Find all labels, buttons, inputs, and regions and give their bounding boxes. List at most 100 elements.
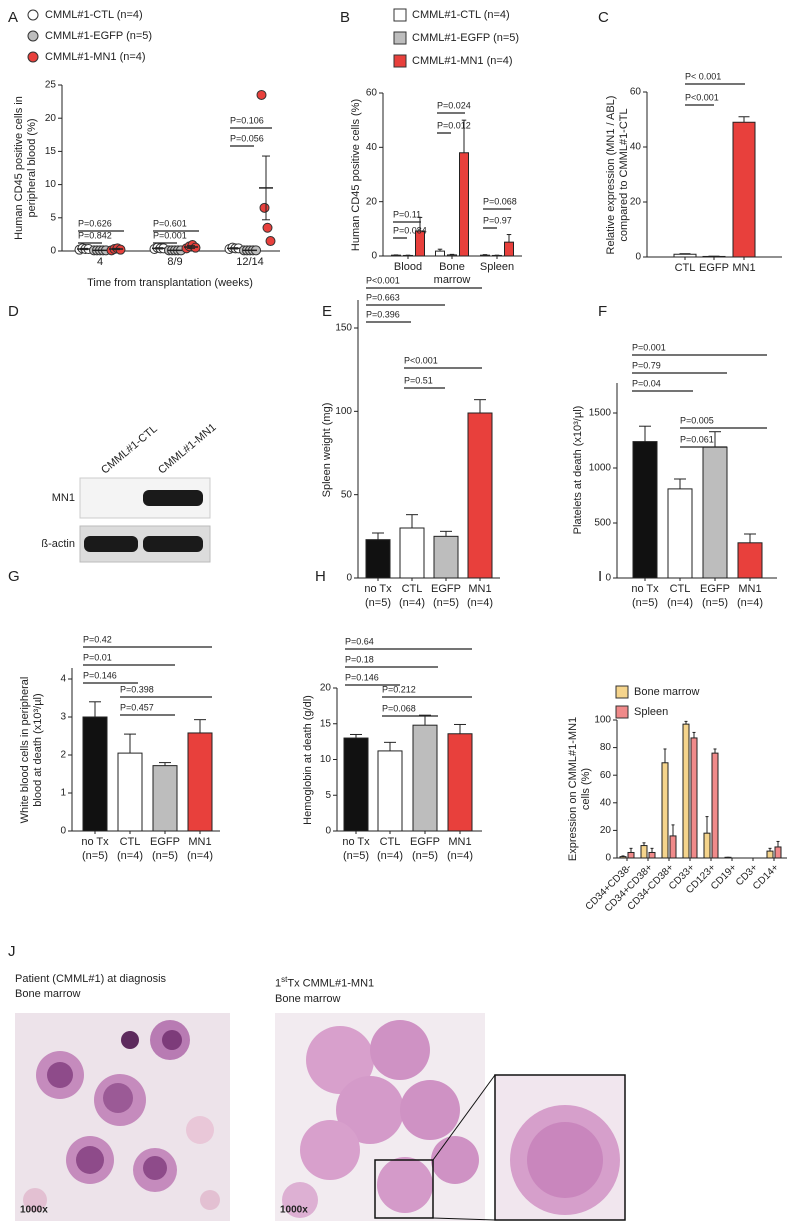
- panel-letter: B: [340, 9, 350, 26]
- legend-marker: [27, 30, 39, 42]
- p-value: P=0.146: [83, 670, 117, 680]
- y-tick-label: 60: [366, 88, 378, 99]
- y-tick-label: 50: [341, 489, 353, 500]
- y-tick-label: 15: [320, 718, 332, 729]
- y-tick-label: 10: [45, 179, 57, 190]
- bar: [447, 254, 457, 257]
- y-tick-label: 1000: [589, 463, 612, 474]
- data-point: [259, 202, 270, 213]
- y-tick-label: 20: [366, 196, 378, 207]
- y-tick-label: 60: [600, 770, 612, 781]
- p-value: P< 0.001: [685, 71, 721, 81]
- panel-letter: H: [315, 568, 326, 585]
- y-tick-label: 0: [325, 826, 331, 837]
- title: Tx CMML#1-MN1: [287, 977, 375, 990]
- legend-label: Bone marrow: [634, 686, 699, 698]
- legend-marker: [393, 8, 407, 22]
- y-tick-label: 500: [594, 518, 611, 529]
- p-value: P=0.18: [345, 654, 374, 664]
- bar: [399, 527, 425, 579]
- bar: [117, 752, 143, 832]
- y-tick-label: 10: [320, 754, 332, 765]
- subtitle: Bone marrow: [15, 988, 81, 1000]
- bar: [682, 723, 690, 859]
- legend-label: CMML#1-EGFP (n=5): [412, 32, 519, 44]
- legend-marker: [393, 31, 407, 45]
- y-tick-label: 80: [600, 742, 612, 753]
- bar: [732, 121, 756, 258]
- bar: [435, 250, 445, 257]
- y-tick-label: 0: [50, 246, 56, 257]
- legend-marker: [27, 9, 39, 21]
- p-value: P=0.106: [230, 115, 264, 125]
- row-label: MN1: [52, 492, 75, 504]
- y-tick-label: 5: [325, 790, 331, 801]
- title: 1: [275, 977, 282, 990]
- bar: [669, 835, 677, 859]
- p-value: P=0.626: [78, 218, 112, 228]
- panel-letter: D: [8, 303, 19, 320]
- legend-label: CMML#1-EGFP (n=5): [45, 30, 152, 42]
- p-value: P=0.024: [437, 100, 471, 110]
- legend-marker: [615, 705, 629, 719]
- bar: [774, 846, 782, 859]
- legend-marker: [27, 51, 39, 63]
- y-tick-label: 20: [630, 197, 642, 208]
- lane-label: CMML#1-MN1: [156, 421, 218, 476]
- bar: [152, 765, 178, 832]
- y-tick-label: 40: [600, 797, 612, 808]
- p-value: P=0.64: [345, 636, 374, 646]
- y-tick-label: 40: [630, 142, 642, 153]
- data-point: [265, 236, 276, 247]
- legend-marker: [393, 54, 407, 68]
- blot-band: [143, 536, 203, 552]
- bar: [737, 542, 763, 579]
- row-label: ß-actin: [41, 538, 75, 550]
- p-value: P=0.084: [393, 225, 427, 235]
- legend-label: CMML#1-MN1 (n=4): [412, 55, 513, 67]
- y-tick-label: 60: [630, 87, 642, 98]
- bar: [619, 856, 627, 859]
- y-tick-label: 4: [60, 674, 66, 685]
- zoom-line: [432, 1074, 496, 1161]
- p-value: P=0.601: [153, 218, 187, 228]
- bar: [343, 737, 369, 832]
- bar: [632, 441, 658, 579]
- p-value: P=0.842: [78, 230, 112, 240]
- panel-letter: J: [8, 943, 16, 960]
- blot-band: [84, 536, 138, 552]
- y-tick-label: 0: [371, 251, 377, 262]
- p-value: P=0.01: [83, 652, 112, 662]
- y-tick-label: 100: [335, 406, 352, 417]
- p-value: P=0.061: [680, 434, 714, 444]
- panel-letter: E: [322, 303, 332, 320]
- cell: [527, 1122, 603, 1198]
- p-value: P<0.001: [685, 92, 719, 102]
- panel-letter: F: [598, 303, 607, 320]
- bar: [640, 845, 648, 859]
- subtitle: Bone marrow: [275, 992, 341, 1005]
- panel-letter: G: [8, 568, 20, 585]
- bar: [433, 535, 459, 579]
- bar: [690, 737, 698, 859]
- bar: [627, 851, 635, 859]
- y-tick-label: 0: [605, 853, 611, 864]
- data-point: [262, 222, 273, 233]
- y-tick-label: 0: [346, 573, 352, 584]
- bar: [702, 446, 728, 579]
- y-tick-label: 20: [45, 113, 57, 124]
- bar: [504, 241, 514, 257]
- y-tick-label: 3: [60, 712, 66, 723]
- legend-label: CMML#1-CTL (n=4): [412, 9, 510, 21]
- bar: [365, 539, 391, 579]
- bar: [661, 762, 669, 859]
- y-tick-label: 20: [600, 825, 612, 836]
- p-value: P=0.068: [483, 196, 517, 206]
- p-value: P=0.97: [483, 215, 512, 225]
- bar: [648, 851, 656, 859]
- lane-label: CMML#1-CTL: [99, 423, 160, 477]
- title: Patient (CMML#1) at diagnosis: [15, 973, 167, 985]
- data-point: [256, 89, 267, 100]
- p-value: P=0.068: [382, 703, 416, 713]
